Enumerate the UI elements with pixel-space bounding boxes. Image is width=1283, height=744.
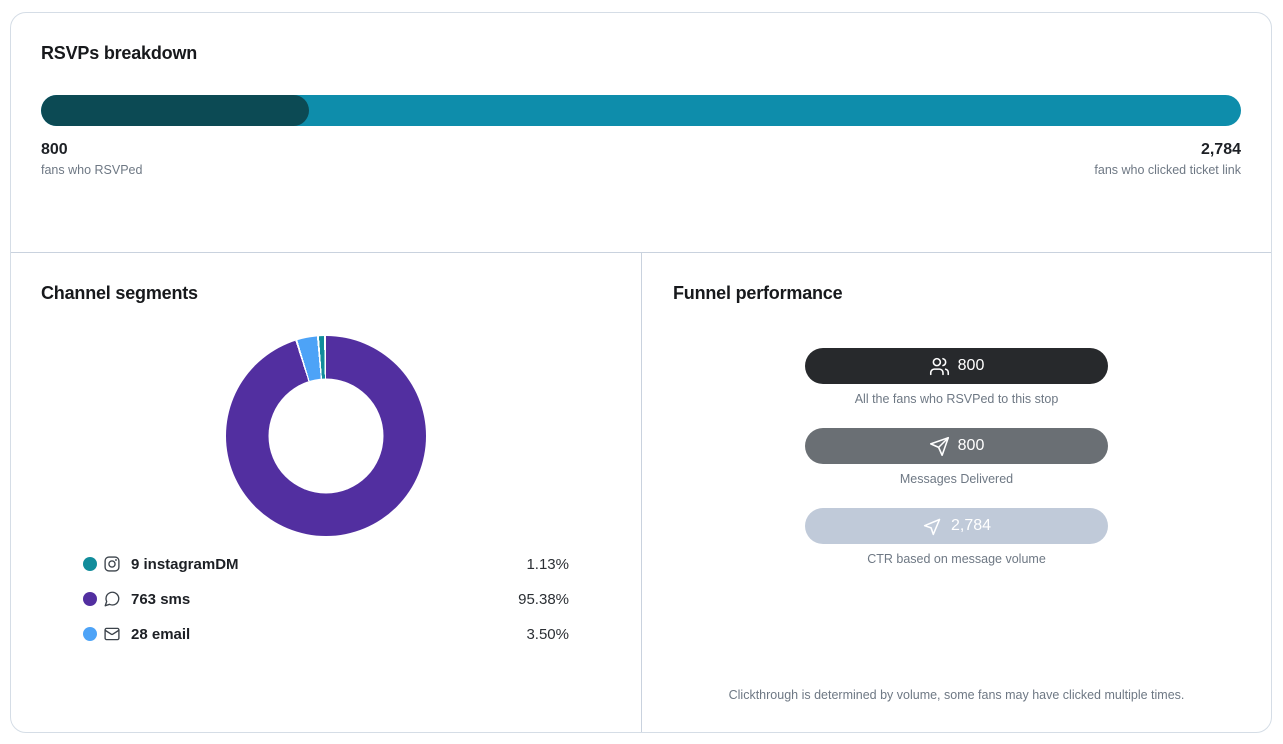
funnel-stage-value: 800 [957,437,985,454]
funnel-stage-delivered: 800 [805,428,1108,464]
mail-icon [103,625,121,643]
funnel-footnote: Clickthrough is determined by volume, so… [728,688,1185,702]
channel-segments-title: Channel segments [41,283,198,303]
bottom-panels-row: Channel segments 9 instagr [11,253,1271,732]
donut-chart-wrap [41,336,611,536]
rsvps-breakdown-section: RSVPs breakdown 800 fans who RSVPed 2,78… [11,13,1271,253]
legend-dot-sms [83,592,97,606]
funnel-stages: 800 All the fans who RSVPed to this stop… [805,348,1108,588]
legend-dot-instagram [83,557,97,571]
legend-percent-sms: 95.38% [518,590,569,608]
donut-hole [268,378,384,494]
legend-label-email: 28 email [131,625,191,643]
funnel-stage-rsvped: 800 [805,348,1108,384]
legend-label-sms: 763 sms [131,590,191,608]
dashboard-card: RSVPs breakdown 800 fans who RSVPed 2,78… [10,12,1272,733]
channel-segments-panel: Channel segments 9 instagr [11,253,642,732]
legend-row-email: 28 email 3.50% [83,623,569,645]
chat-bubble-icon [103,590,121,608]
cursor-click-icon [922,516,943,537]
rsvp-left-stat: 800 fans who RSVPed [41,141,142,177]
funnel-stage-caption: Messages Delivered [899,472,1014,486]
instagram-icon [103,555,121,573]
rsvp-right-stat: 2,784 fans who clicked ticket link [1094,141,1241,177]
funnel-performance-panel: Funnel performance 800 All the fans who … [642,253,1271,732]
rsvp-bar-labels: 800 fans who RSVPed 2,784 fans who click… [41,141,1241,177]
rsvp-left-value: 800 [41,141,68,158]
legend-row-instagram: 9 instagramDM 1.13% [83,553,569,575]
legend-dot-email [83,627,97,641]
rsvps-breakdown-title: RSVPs breakdown [41,43,198,63]
rsvp-left-label: fans who RSVPed [41,163,143,177]
funnel-stage-value: 800 [957,357,985,374]
legend-row-sms: 763 sms 95.38% [83,588,569,610]
rsvp-right-label: fans who clicked ticket link [1094,163,1241,177]
funnel-stage-caption: All the fans who RSVPed to this stop [854,392,1059,406]
rsvp-right-value: 2,784 [1200,141,1241,158]
funnel-stage-value: 2,784 [950,517,992,534]
legend-percent-email: 3.50% [526,625,569,643]
funnel-performance-title: Funnel performance [673,283,843,303]
rsvp-progress-bar [41,95,1241,126]
legend-label-instagram: 9 instagramDM [131,555,239,573]
funnel-stage-caption: CTR based on message volume [867,552,1046,566]
users-icon [929,356,950,377]
legend-percent-instagram: 1.13% [526,555,569,573]
send-icon [929,436,950,457]
funnel-stage-clicks: 2,784 [805,508,1108,544]
donut-chart [226,336,426,536]
rsvp-progress-fill [41,95,309,126]
channel-legend: 9 instagramDM 1.13% 763 sms 95.38% [41,553,611,645]
